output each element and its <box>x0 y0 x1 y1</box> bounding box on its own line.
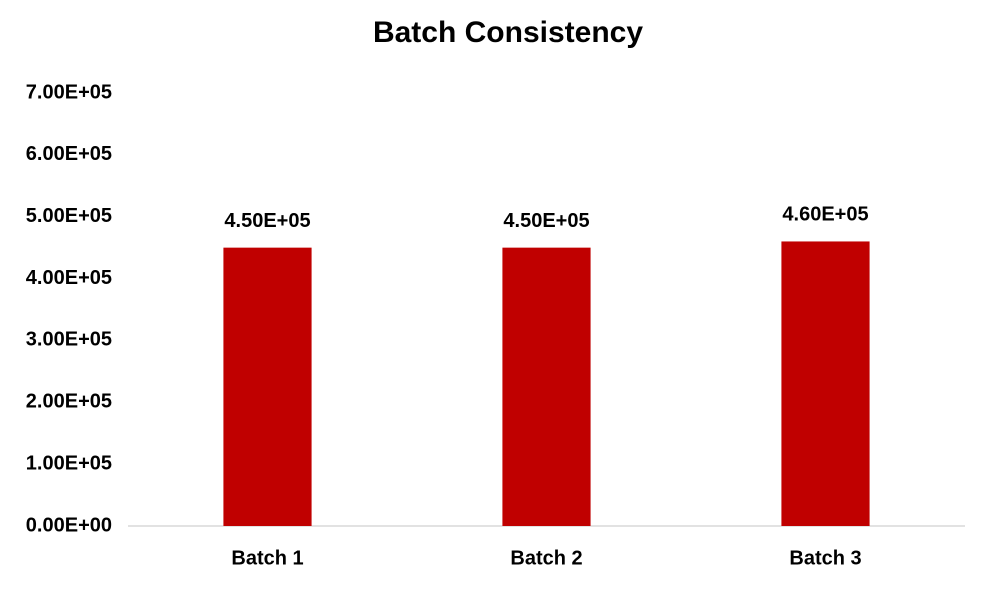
value-label: 4.50E+05 <box>224 210 310 232</box>
y-tick-label: 0.00E+00 <box>26 514 112 536</box>
y-tick-label: 2.00E+05 <box>26 391 112 413</box>
value-label: 4.50E+05 <box>503 210 589 232</box>
x-tick-label: Batch 2 <box>510 547 582 569</box>
chart-title: Batch Consistency <box>373 16 643 49</box>
y-tick-label: 1.00E+05 <box>26 452 112 474</box>
bar <box>502 247 591 526</box>
x-tick-label: Batch 3 <box>789 547 861 569</box>
y-tick-label: 4.00E+05 <box>26 267 112 289</box>
y-tick-label: 3.00E+05 <box>26 329 112 351</box>
bar <box>781 241 870 526</box>
bar <box>223 247 312 526</box>
y-tick-label: 7.00E+05 <box>26 81 112 103</box>
y-tick-label: 6.00E+05 <box>26 143 112 165</box>
x-tick-label: Batch 1 <box>231 547 303 569</box>
y-tick-label: 5.00E+05 <box>26 205 112 227</box>
value-label: 4.60E+05 <box>782 204 868 226</box>
